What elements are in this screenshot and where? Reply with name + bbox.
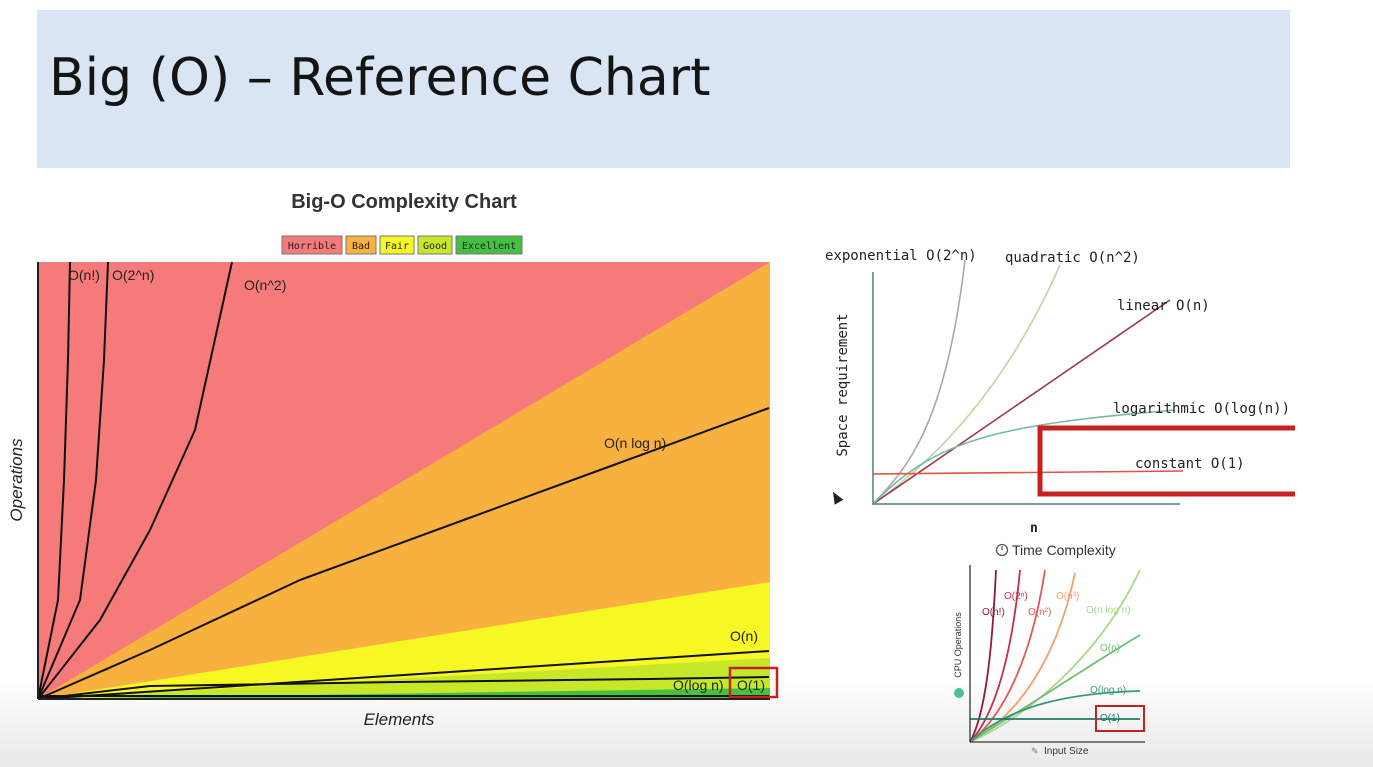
time-label-o-n: O(n²)	[1028, 607, 1051, 618]
time-curve-o-n-log-n	[969, 569, 1141, 743]
time-label-o-2: O(2ⁿ)	[1004, 591, 1028, 602]
curve-label-o-n-2: O(n^2)	[244, 277, 286, 293]
curve-o-n	[37, 261, 71, 700]
space-curves	[872, 259, 1184, 505]
space-y-axis-label: Space requirement	[835, 313, 851, 456]
time-curve-o-n	[969, 569, 997, 743]
legend-swatch-horrible	[281, 235, 343, 255]
region-good	[38, 658, 770, 699]
curve-o-n-2	[37, 261, 233, 700]
constant-highlight-box	[1037, 425, 1295, 497]
time-curve-o-2	[969, 569, 1021, 743]
region-bad	[38, 262, 770, 699]
stopwatch-icon	[995, 543, 1009, 557]
time-curve-o-log-n	[969, 690, 1141, 743]
space-curve-quadratic-o-n-2	[872, 264, 1061, 505]
time-curve-o-n	[969, 634, 1141, 743]
time-label-o-n: O(n³)	[1056, 591, 1079, 602]
big-o-complexity-chart: Big-O Complexity Chart Horrible Bad Fair Go…	[7, 191, 779, 729]
time-label-o-n: O(n)	[1100, 643, 1120, 654]
space-curve-logarithmic-o-log-n	[872, 409, 1176, 505]
time-x-axis-label: Input Size	[1044, 746, 1089, 757]
legend-swatch-good	[417, 235, 453, 255]
time-label-o-1: O(1)	[1100, 713, 1120, 724]
legend-label-fair: Fair	[385, 241, 409, 252]
chart-legend: Horrible Bad Fair Good Excellent	[281, 235, 523, 255]
time-curves	[969, 569, 1141, 743]
time-label-o-n-log-n: O(n log n)	[1086, 605, 1130, 616]
space-label-constant-o-1: constant O(1)	[1135, 456, 1245, 472]
curve-o-n	[37, 650, 770, 700]
space-x-axis-label: n	[1030, 521, 1038, 535]
space-curve-labels: exponential O(2^n) quadratic O(n^2) linear…	[825, 248, 1290, 472]
space-label-exponential-o-2-n: exponential O(2^n)	[825, 248, 977, 264]
slide-title: Big (O) – Reference Chart	[49, 48, 711, 108]
o1-highlight-box	[728, 666, 779, 699]
chart-title: Big-O Complexity Chart	[291, 191, 517, 213]
curve-label-o-2-n: O(2^n)	[112, 267, 154, 283]
y-axis-label: Operations	[7, 438, 26, 522]
space-label-quadratic-o-n-2: quadratic O(n^2)	[1005, 250, 1140, 266]
slide-header: Big (O) – Reference Chart	[37, 10, 1290, 168]
legend-swatch-bad	[345, 235, 377, 255]
time-y-axis-label: CPU Operations	[953, 612, 963, 678]
legend-label-good: Good	[423, 241, 447, 252]
space-label-logarithmic-o-log-n: logarithmic O(log(n))	[1113, 401, 1290, 417]
legend-label-bad: Bad	[352, 241, 370, 252]
curve-label-o-n: O(n!)	[68, 267, 100, 283]
time-chart-title: Time Complexity	[1012, 542, 1116, 558]
time-o1-highlight-box	[1095, 705, 1145, 732]
legend-swatch-fair	[379, 235, 415, 255]
curve-labels: O(n!) O(2^n) O(n^2) O(n log n) O(n) O(log n) O…	[68, 267, 765, 693]
space-label-linear-o-n: linear O(n)	[1117, 298, 1210, 314]
space-curve-exponential-o-2-n	[872, 259, 966, 505]
time-label-o-log-n: O(log n)	[1090, 685, 1126, 696]
cpu-icon	[954, 688, 964, 698]
legend-label-excellent: Excellent	[462, 241, 516, 252]
ruler-icon: ✎	[1031, 746, 1039, 756]
time-label-o-n: O(n!)	[982, 607, 1005, 618]
time-curve-labels: O(n!) O(2ⁿ)O(n²) O(n³) O(n log n) O(n) O(log …	[982, 591, 1130, 724]
legend-label-horrible: Horrible	[288, 241, 336, 252]
curve-o-n-log-n	[37, 407, 770, 700]
complexity-curves	[37, 261, 770, 700]
curve-label-o-n: O(n)	[730, 628, 758, 644]
time-complexity-chart: Time Complexity O(n!) O(2ⁿ)O(n²) O(n³) O(n …	[953, 542, 1145, 757]
curve-label-o-1: O(1)	[737, 677, 765, 693]
curve-o-log-n	[37, 676, 770, 700]
curve-label-o-log-n: O(log n)	[673, 677, 724, 693]
space-curve-linear-o-n	[872, 299, 1171, 505]
legend-swatch-excellent	[455, 235, 523, 255]
space-requirement-chart: n Space requirement exponential O(2^n) qu…	[825, 248, 1295, 535]
complexity-regions	[38, 262, 770, 699]
x-axis-label: Elements	[364, 710, 435, 729]
time-curve-o-n	[969, 569, 1046, 743]
curve-o-2-n	[37, 261, 109, 700]
curve-label-o-n-log-n: O(n log n)	[604, 435, 666, 451]
space-curve-constant-o-1	[872, 470, 1184, 475]
